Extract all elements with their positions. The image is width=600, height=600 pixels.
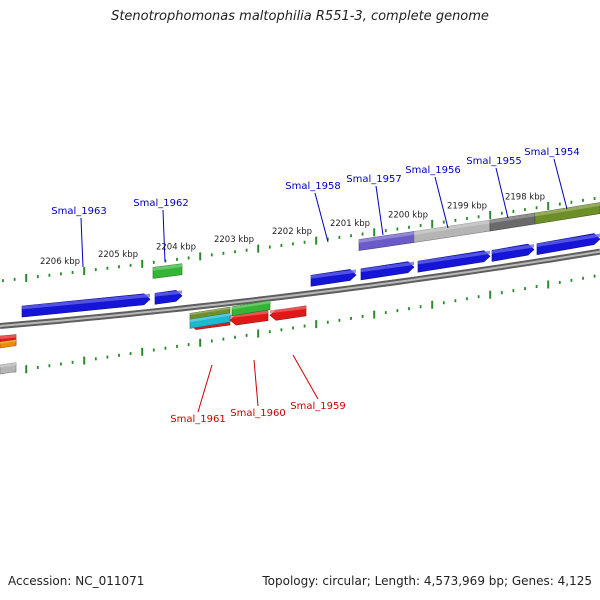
label-smal-1956: Smal_1956 — [405, 165, 460, 176]
feature-olive-lower-bevel — [190, 307, 230, 316]
kbp-label: 2204 kbp — [156, 243, 196, 253]
gene-smal-1957 — [360, 261, 415, 281]
kbp-label: 2202 kbp — [272, 227, 312, 237]
label-smal-1961: Smal_1961 — [170, 414, 225, 425]
gene-smal-1954-bevel — [537, 233, 600, 247]
feature-green-upper-bevel — [153, 263, 182, 271]
feature-orange-lower-bevel — [0, 339, 16, 344]
feature-cyan-lower — [189, 312, 231, 329]
leader-smal-1960 — [253, 359, 259, 407]
label-smal-1960: Smal_1960 — [230, 408, 285, 419]
leader-smal-1959 — [292, 354, 319, 400]
map-title: Stenotrophomonas maltophilia R551-3, com… — [111, 9, 489, 24]
feature-grey-bevel — [414, 220, 490, 235]
gene-smal-1962 — [154, 290, 183, 305]
label-smal-1963: Smal_1963 — [51, 206, 106, 217]
gene-smal-1958-bevel — [311, 269, 356, 279]
gene-smal-1955-bevel — [492, 244, 534, 254]
feature-grey — [413, 219, 491, 243]
label-smal-1954: Smal_1954 — [524, 147, 579, 158]
leader-smal-1957 — [375, 185, 384, 236]
feature-green-upper — [152, 263, 183, 279]
backbone-highlight — [0, 250, 600, 327]
gene-smal-1955 — [491, 243, 535, 262]
gene-track — [0, 202, 600, 375]
label-leaders — [80, 158, 568, 413]
gene-smal-1962-bevel — [155, 290, 182, 297]
leader-smal-1958 — [314, 192, 329, 243]
gene-labels: 2206 kbp 2205 kbp 2204 kbp 2203 kbp 2202 kbp… — [40, 147, 580, 425]
kbp-label: 2200 kbp — [388, 210, 428, 220]
gene-smal-1963 — [21, 293, 151, 318]
leader-smal-1963 — [80, 217, 84, 268]
gene-smal-1959 — [269, 305, 307, 321]
feature-orange-lower — [0, 339, 17, 349]
gene-smal-1960-bevel — [230, 310, 268, 319]
kbp-label: 2205 kbp — [98, 250, 138, 260]
leader-smal-1954 — [553, 158, 568, 210]
backbone — [0, 248, 600, 329]
gene-smal-1960 — [229, 310, 269, 326]
feature-grey-lower-bevel — [0, 362, 16, 368]
kbp-label: 2206 kbp — [40, 257, 80, 267]
gene-smal-1958 — [310, 269, 357, 287]
leader-smal-1955 — [495, 167, 509, 219]
feature-olive-bevel — [535, 202, 600, 217]
feature-grey-lower — [0, 362, 17, 375]
label-smal-1957: Smal_1957 — [346, 174, 401, 185]
kbp-label: 2201 kbp — [330, 219, 370, 229]
label-smal-1962: Smal_1962 — [133, 198, 188, 209]
label-smal-1958: Smal_1958 — [285, 181, 340, 192]
kbp-label: 2199 kbp — [447, 202, 487, 212]
leader-smal-1961 — [197, 364, 213, 413]
feature-purple — [358, 231, 415, 251]
feature-green-lower — [231, 300, 271, 317]
feature-green-lower-bevel — [232, 300, 270, 310]
gene-smal-1959-bevel — [270, 305, 306, 314]
kbp-label: 2203 kbp — [214, 235, 254, 245]
feature-darkgrey — [489, 212, 536, 232]
gene-smal-1957-bevel — [361, 261, 414, 273]
gene-smal-1954 — [536, 233, 600, 255]
tick-track — [2, 196, 596, 375]
label-smal-1955: Smal_1955 — [466, 156, 521, 167]
feature-darkgrey-bevel — [490, 213, 535, 224]
leader-smal-1956 — [434, 176, 449, 229]
gene-smal-1956 — [417, 250, 491, 273]
gene-smal-1963-bevel — [22, 293, 150, 310]
feature-cyan-lower-bevel — [190, 313, 230, 323]
label-smal-1959: Smal_1959 — [290, 401, 345, 412]
kbp-label: 2198 kbp — [505, 193, 545, 203]
genome-summary-text: Topology: circular; Length: 4,573,969 bp… — [262, 574, 592, 588]
accession-text: Accession: NC_011071 — [8, 574, 145, 588]
feature-olive — [534, 202, 600, 225]
feature-purple-bevel — [359, 231, 414, 243]
leader-smal-1962 — [162, 209, 166, 263]
gene-smal-1956-bevel — [418, 250, 490, 265]
gene-partial-red-bevel — [0, 334, 16, 339]
